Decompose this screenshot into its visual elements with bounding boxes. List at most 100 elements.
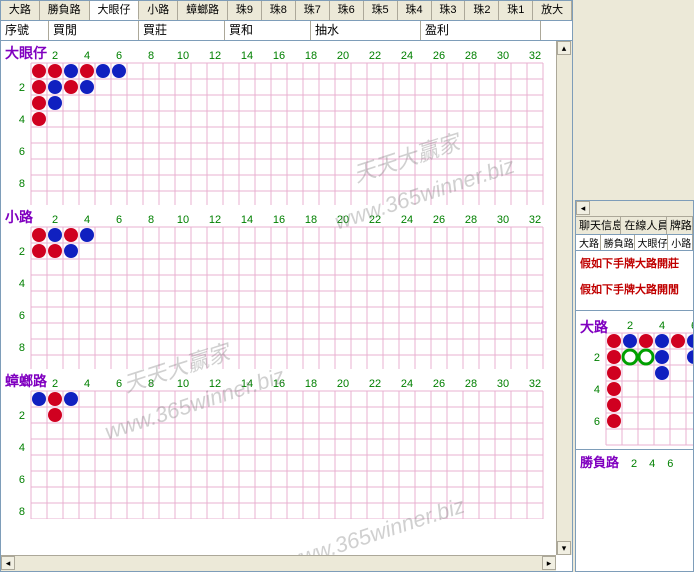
col-header-5[interactable]: 盈利: [421, 21, 541, 40]
svg-text:2: 2: [52, 214, 58, 226]
column-headers: 序號買閒買莊買和抽水盈利: [1, 21, 572, 41]
svg-text:10: 10: [177, 214, 189, 226]
col-header-4[interactable]: 抽水: [311, 21, 421, 40]
side-sub-tab-0[interactable]: 大路: [576, 235, 601, 250]
svg-text:6: 6: [116, 50, 122, 62]
top-tab-6[interactable]: 珠8: [262, 1, 296, 20]
svg-text:6: 6: [19, 146, 25, 158]
svg-text:4: 4: [84, 50, 90, 62]
scroll-down-button[interactable]: ▾: [557, 541, 571, 555]
scroll-up-button[interactable]: ▴: [557, 41, 571, 55]
svg-text:26: 26: [433, 50, 445, 62]
svg-text:32: 32: [529, 214, 541, 226]
top-tab-13[interactable]: 珠1: [499, 1, 533, 20]
svg-text:32: 32: [529, 378, 541, 390]
svg-text:30: 30: [497, 50, 509, 62]
grid-svg: 2468101214161820222426283032246810: [1, 45, 556, 205]
svg-text:22: 22: [369, 378, 381, 390]
side-footer-title: 勝負路: [580, 455, 619, 470]
side-sub-tab-1[interactable]: 勝負路: [601, 235, 635, 250]
svg-text:22: 22: [369, 50, 381, 62]
svg-text:4: 4: [19, 442, 25, 454]
top-tab-11[interactable]: 珠3: [432, 1, 466, 20]
svg-text:16: 16: [273, 50, 285, 62]
chart-title: 大眼仔: [5, 43, 47, 63]
svg-text:4: 4: [84, 214, 90, 226]
top-tabs: 大路勝負路大眼仔小路蟑螂路珠9珠8珠7珠6珠5珠4珠3珠2珠1放大: [1, 1, 572, 21]
charts-container: 大眼仔2468101214161820222426283032246810小路2…: [1, 41, 556, 555]
svg-text:20: 20: [337, 50, 349, 62]
side-prediction-text: 假如下手牌大路開莊假如下手牌大路開閒: [576, 251, 693, 311]
svg-text:14: 14: [241, 378, 253, 390]
grid-svg: 2468101214161820222426283032246810: [1, 209, 556, 369]
top-tab-5[interactable]: 珠9: [228, 1, 262, 20]
side-chart: 大路246246: [576, 315, 693, 449]
top-tab-7[interactable]: 珠7: [296, 1, 330, 20]
svg-text:6: 6: [594, 416, 600, 428]
top-tab-2[interactable]: 大眼仔: [90, 1, 140, 20]
top-tab-1[interactable]: 勝負路: [40, 1, 90, 20]
svg-text:28: 28: [465, 50, 477, 62]
svg-text:8: 8: [148, 378, 154, 390]
top-tab-3[interactable]: 小路: [139, 1, 178, 20]
side-tab-0[interactable]: 聊天信息: [576, 217, 621, 234]
side-footer-xlabel: 4: [649, 458, 655, 470]
side-panel: ◂ 聊天信息在線人員牌路 大路勝負路大眼仔小路 假如下手牌大路開莊假如下手牌大路…: [575, 200, 694, 572]
svg-text:12: 12: [209, 378, 221, 390]
svg-text:30: 30: [497, 378, 509, 390]
svg-text:14: 14: [241, 50, 253, 62]
side-tab-1[interactable]: 在線人員: [621, 217, 666, 234]
svg-text:10: 10: [177, 50, 189, 62]
side-tab-2[interactable]: 牌路: [667, 217, 693, 234]
svg-text:2: 2: [594, 352, 600, 364]
svg-text:2: 2: [52, 378, 58, 390]
svg-text:14: 14: [241, 214, 253, 226]
svg-text:8: 8: [148, 214, 154, 226]
svg-text:4: 4: [659, 320, 665, 332]
side-scroll-left-button[interactable]: ◂: [576, 201, 590, 215]
side-text-line-0: 假如下手牌大路開莊: [580, 255, 689, 271]
svg-text:12: 12: [209, 50, 221, 62]
svg-text:4: 4: [594, 384, 600, 396]
svg-text:8: 8: [19, 342, 25, 354]
svg-text:32: 32: [529, 50, 541, 62]
svg-text:2: 2: [19, 410, 25, 422]
svg-text:28: 28: [465, 378, 477, 390]
top-tab-8[interactable]: 珠6: [330, 1, 364, 20]
svg-text:8: 8: [19, 178, 25, 190]
top-tab-12[interactable]: 珠2: [465, 1, 499, 20]
top-tab-0[interactable]: 大路: [1, 1, 40, 20]
svg-text:16: 16: [273, 214, 285, 226]
svg-text:6: 6: [116, 214, 122, 226]
col-header-1[interactable]: 買閒: [49, 21, 139, 40]
side-sub-tab-3[interactable]: 小路: [668, 235, 693, 250]
horizontal-scrollbar[interactable]: ◂ ▸: [1, 555, 556, 571]
side-sub-tabs: 大路勝負路大眼仔小路: [576, 235, 693, 251]
svg-text:8: 8: [19, 506, 25, 518]
side-footer-xlabel: 2: [631, 458, 637, 470]
col-header-0[interactable]: 序號: [1, 21, 49, 40]
side-text-line-1: 假如下手牌大路開閒: [580, 281, 689, 297]
svg-text:6: 6: [19, 310, 25, 322]
top-tab-4[interactable]: 蟑螂路: [178, 1, 228, 20]
svg-text:24: 24: [401, 378, 413, 390]
col-header-3[interactable]: 買和: [225, 21, 311, 40]
svg-text:18: 18: [305, 50, 317, 62]
svg-text:26: 26: [433, 378, 445, 390]
top-tab-9[interactable]: 珠5: [364, 1, 398, 20]
svg-text:18: 18: [305, 214, 317, 226]
side-scroll-header: ◂: [576, 201, 693, 217]
scroll-right-button[interactable]: ▸: [542, 556, 556, 570]
top-tab-14[interactable]: 放大: [533, 1, 572, 20]
svg-text:16: 16: [273, 378, 285, 390]
svg-text:4: 4: [19, 114, 25, 126]
vertical-scrollbar[interactable]: ▴ ▾: [556, 41, 572, 555]
grid-svg: 24681012141618202224262830322468: [1, 373, 556, 519]
svg-text:2: 2: [19, 82, 25, 94]
svg-text:4: 4: [19, 278, 25, 290]
scroll-left-button[interactable]: ◂: [1, 556, 15, 570]
side-sub-tab-2[interactable]: 大眼仔: [635, 235, 669, 250]
svg-text:24: 24: [401, 50, 413, 62]
col-header-2[interactable]: 買莊: [139, 21, 225, 40]
top-tab-10[interactable]: 珠4: [398, 1, 432, 20]
